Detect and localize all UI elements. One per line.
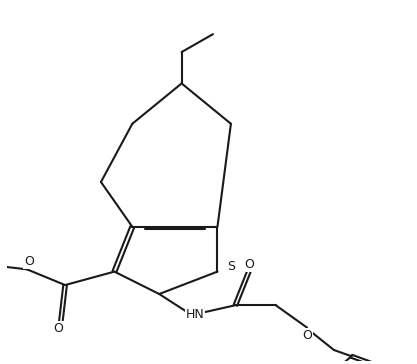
Text: HN: HN — [186, 308, 204, 321]
Text: O: O — [24, 255, 34, 268]
Text: O: O — [244, 258, 254, 272]
Text: S: S — [227, 260, 235, 273]
Text: O: O — [303, 329, 312, 342]
Text: O: O — [53, 322, 63, 335]
